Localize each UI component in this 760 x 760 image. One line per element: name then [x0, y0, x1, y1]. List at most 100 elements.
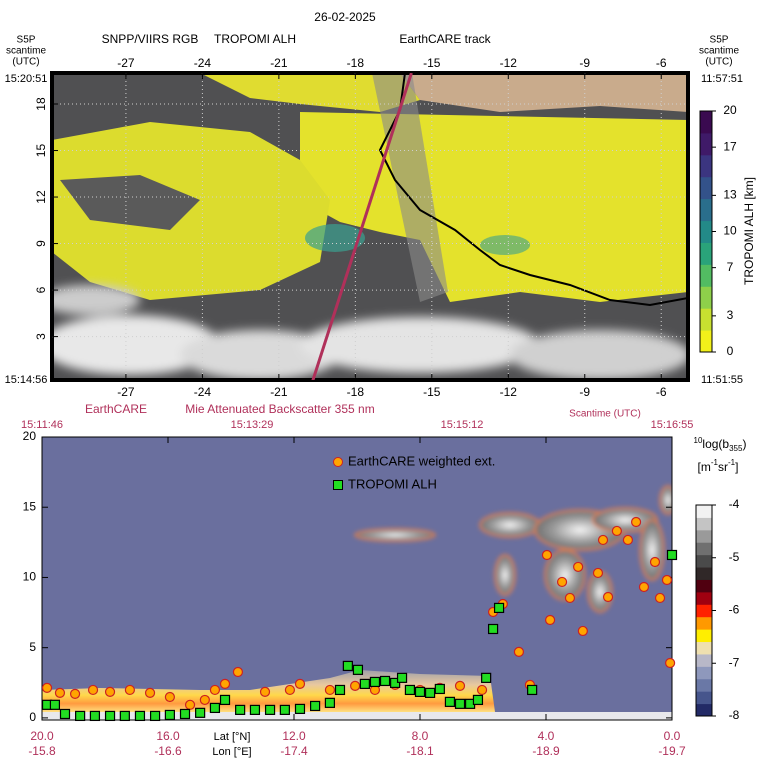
x2-tick-label: -18.9 — [532, 744, 560, 758]
point — [334, 684, 346, 696]
x-tick-label: 12.0 — [282, 729, 306, 743]
point — [472, 694, 484, 706]
x-tick-label: -12 — [500, 385, 518, 399]
y-tick-label: 15 — [34, 144, 48, 158]
legend-label: TROPOMI ALH — [348, 476, 437, 491]
colorbar-tick-label: 17 — [723, 139, 737, 153]
side-label: scantime — [699, 46, 739, 57]
colorbar-tick-label: 13 — [723, 188, 737, 202]
unit-part: [m — [698, 460, 711, 474]
point — [564, 592, 576, 604]
point — [454, 680, 466, 691]
x-label: Lat [°N] — [214, 731, 251, 743]
point — [164, 691, 175, 703]
legend-marker — [333, 480, 343, 490]
point — [602, 591, 614, 603]
label-part: ) — [742, 437, 746, 451]
point — [638, 581, 650, 593]
colorbar-step — [700, 220, 712, 243]
label-part: 355 — [729, 444, 743, 453]
label-part: 10 — [694, 436, 703, 445]
x-tick-label: -12 — [500, 56, 518, 70]
x-tick-label: 20.0 — [30, 729, 54, 743]
x2-tick-label: -17.4 — [280, 744, 308, 758]
time-label: Scantime (UTC) — [569, 409, 641, 420]
colorbar-step — [696, 554, 712, 568]
point — [209, 702, 221, 714]
point — [573, 561, 584, 573]
colorbar-tick-label: 3 — [727, 308, 734, 322]
colorbar-step — [696, 629, 712, 643]
point — [249, 704, 261, 715]
point — [279, 704, 290, 715]
colorbar-step — [696, 529, 712, 543]
point — [149, 710, 161, 722]
point — [134, 710, 146, 722]
side-label: scantime — [6, 46, 46, 57]
label-part: log(b — [702, 437, 729, 451]
scan-time: 15:14:56 — [5, 374, 48, 386]
subtitle: TROPOMI ALH — [214, 32, 296, 46]
colorbar-step — [700, 264, 712, 287]
point — [219, 694, 231, 706]
point — [454, 698, 466, 709]
point — [592, 567, 604, 579]
scan-time: 11:51:55 — [701, 374, 743, 386]
map-imagery — [52, 73, 688, 380]
x-tick-label: -9 — [579, 56, 590, 70]
scan-time: 15:20:51 — [5, 73, 48, 85]
x-tick-label: -6 — [656, 56, 667, 70]
point — [104, 710, 116, 722]
point — [310, 700, 321, 712]
scan-time: 11:57:51 — [701, 73, 743, 85]
point — [41, 682, 53, 693]
colorbar-step — [696, 616, 712, 630]
point — [556, 576, 568, 588]
y-tick-label: 18 — [34, 97, 48, 111]
colorbar-tick-label: -6 — [729, 603, 740, 617]
point — [414, 686, 426, 698]
colorbar-step — [696, 579, 712, 593]
point — [119, 710, 130, 722]
colorbar-label: TROPOMI ALH [km] — [742, 177, 756, 285]
unit-part: sr — [718, 460, 728, 474]
point — [622, 534, 634, 546]
colorbar-tick-label: 7 — [727, 260, 734, 274]
legend-label: EarthCARE weighted ext. — [348, 453, 495, 468]
track-line — [311, 73, 413, 380]
point — [69, 688, 81, 699]
unit-part: -1 — [711, 458, 719, 467]
point — [404, 684, 416, 696]
colorbar-step — [700, 330, 712, 353]
point — [611, 525, 622, 537]
point — [54, 687, 66, 698]
legend-marker — [333, 457, 343, 467]
x-tick-label: -15 — [423, 56, 441, 70]
point — [649, 556, 661, 568]
colorbar-step — [700, 111, 712, 134]
point — [527, 684, 538, 696]
colorbar-tick-label: -8 — [729, 708, 740, 722]
y-tick-label: 15 — [23, 499, 37, 513]
x2-label: Lon [°E] — [212, 746, 251, 758]
point — [179, 708, 191, 720]
x-tick-label: -15 — [423, 385, 441, 399]
point — [195, 707, 206, 718]
point — [144, 687, 156, 698]
point — [481, 672, 492, 683]
point — [342, 660, 353, 672]
colorbar-step — [700, 132, 712, 156]
colorbar-step — [696, 666, 712, 680]
x-tick-label: -21 — [270, 385, 288, 399]
map-frame — [50, 71, 690, 382]
x-tick-label: 4.0 — [538, 729, 555, 743]
point — [87, 684, 99, 696]
point — [59, 708, 71, 720]
x-tick-label: -27 — [117, 56, 135, 70]
point — [597, 534, 609, 546]
x2-tick-label: -15.8 — [28, 744, 56, 758]
colorbar-tick-label: -7 — [729, 655, 740, 669]
colorbar-tick-label: 10 — [723, 224, 737, 238]
x-tick-label: -24 — [194, 385, 212, 399]
colorbar-unit: [m-1sr-1] — [698, 458, 739, 474]
